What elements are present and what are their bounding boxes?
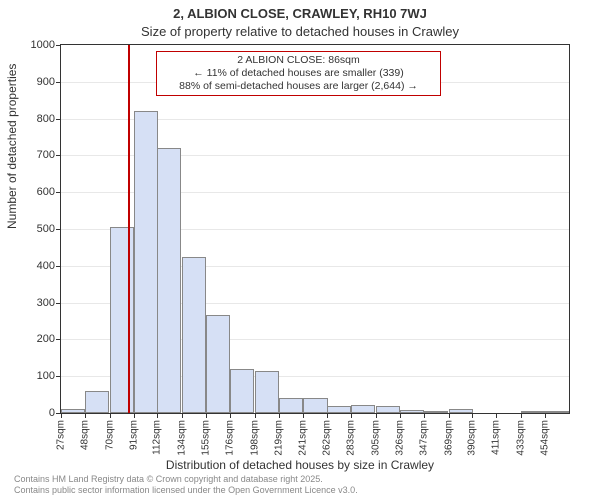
annotation-line2: ← 11% of detached houses are smaller (33… xyxy=(163,67,434,80)
histogram-bar xyxy=(327,406,351,413)
xtick-mark xyxy=(85,414,86,418)
xtick-mark xyxy=(61,414,62,418)
histogram-bar xyxy=(351,405,375,413)
chart-container: 2, ALBION CLOSE, CRAWLEY, RH10 7WJ Size … xyxy=(0,0,600,500)
annotation-line3: 88% of semi-detached houses are larger (… xyxy=(163,80,434,93)
ytick-label: 300 xyxy=(15,297,55,309)
xtick-label: 91sqm xyxy=(128,420,139,450)
xtick-label: 305sqm xyxy=(370,420,381,456)
xtick-mark xyxy=(545,414,546,418)
xtick-mark xyxy=(496,414,497,418)
plot-area: 2 ALBION CLOSE: 86sqm ← 11% of detached … xyxy=(60,44,570,414)
ytick-mark xyxy=(56,413,60,414)
histogram-bar xyxy=(134,111,158,413)
ytick-label: 700 xyxy=(15,149,55,161)
xtick-label: 347sqm xyxy=(418,420,429,456)
xtick-mark xyxy=(230,414,231,418)
xtick-mark xyxy=(206,414,207,418)
ytick-label: 600 xyxy=(15,186,55,198)
xtick-mark xyxy=(182,414,183,418)
xtick-label: 433sqm xyxy=(516,420,527,456)
ytick-mark xyxy=(56,45,60,46)
xtick-mark xyxy=(400,414,401,418)
xtick-label: 70sqm xyxy=(104,420,115,450)
ytick-mark xyxy=(56,192,60,193)
xtick-label: 241sqm xyxy=(298,420,309,456)
xtick-label: 198sqm xyxy=(249,420,260,456)
xtick-mark xyxy=(424,414,425,418)
xtick-mark xyxy=(472,414,473,418)
ytick-mark xyxy=(56,229,60,230)
xtick-label: 411sqm xyxy=(491,420,502,455)
footer-attribution: Contains HM Land Registry data © Crown c… xyxy=(14,474,358,496)
xtick-label: 369sqm xyxy=(443,420,454,456)
histogram-bar xyxy=(279,398,303,413)
xtick-label: 283sqm xyxy=(346,420,357,456)
histogram-bar xyxy=(255,371,279,413)
histogram-bar xyxy=(400,410,424,413)
xtick-label: 219sqm xyxy=(273,420,284,456)
ytick-label: 500 xyxy=(15,223,55,235)
annotation-line1: 2 ALBION CLOSE: 86sqm xyxy=(163,54,434,67)
footer-line2: Contains public sector information licen… xyxy=(14,485,358,496)
xtick-label: 262sqm xyxy=(322,420,333,456)
histogram-bar xyxy=(157,148,181,413)
ytick-mark xyxy=(56,155,60,156)
property-marker-line xyxy=(128,45,130,413)
xtick-mark xyxy=(134,414,135,418)
xtick-mark xyxy=(449,414,450,418)
xtick-mark xyxy=(279,414,280,418)
xtick-label: 112sqm xyxy=(152,420,163,455)
histogram-bar xyxy=(206,315,230,413)
ytick-label: 1000 xyxy=(15,39,55,51)
histogram-bar xyxy=(449,409,473,413)
ytick-label: 400 xyxy=(15,260,55,272)
ytick-label: 900 xyxy=(15,76,55,88)
xtick-mark xyxy=(255,414,256,418)
histogram-bar xyxy=(85,391,109,413)
chart-title-main: 2, ALBION CLOSE, CRAWLEY, RH10 7WJ xyxy=(0,6,600,21)
footer-line1: Contains HM Land Registry data © Crown c… xyxy=(14,474,358,485)
xtick-mark xyxy=(327,414,328,418)
xtick-label: 326sqm xyxy=(394,420,405,456)
histogram-bar xyxy=(424,411,448,413)
histogram-bars xyxy=(61,45,569,413)
ytick-mark xyxy=(56,376,60,377)
histogram-bar xyxy=(521,411,545,413)
histogram-bar xyxy=(303,398,327,413)
xtick-mark xyxy=(376,414,377,418)
xtick-label: 27sqm xyxy=(56,420,67,450)
xtick-label: 134sqm xyxy=(177,420,188,456)
xtick-label: 176sqm xyxy=(224,420,235,456)
ytick-label: 800 xyxy=(15,113,55,125)
histogram-bar xyxy=(61,409,85,413)
xtick-mark xyxy=(157,414,158,418)
xtick-mark xyxy=(110,414,111,418)
ytick-mark xyxy=(56,266,60,267)
x-axis-label: Distribution of detached houses by size … xyxy=(0,458,600,472)
xtick-mark xyxy=(521,414,522,418)
histogram-bar xyxy=(110,227,134,413)
xtick-label: 454sqm xyxy=(539,420,550,456)
xtick-label: 390sqm xyxy=(467,420,478,456)
ytick-mark xyxy=(56,119,60,120)
histogram-bar xyxy=(182,257,206,413)
chart-title-sub: Size of property relative to detached ho… xyxy=(0,24,600,39)
ytick-mark xyxy=(56,303,60,304)
y-axis-label: Number of detached properties xyxy=(5,64,19,229)
histogram-bar xyxy=(230,369,254,413)
ytick-mark xyxy=(56,82,60,83)
histogram-bar xyxy=(376,406,400,413)
annotation-box: 2 ALBION CLOSE: 86sqm ← 11% of detached … xyxy=(156,51,441,96)
xtick-mark xyxy=(351,414,352,418)
ytick-label: 200 xyxy=(15,333,55,345)
ytick-label: 0 xyxy=(15,407,55,419)
histogram-bar xyxy=(545,411,569,413)
ytick-label: 100 xyxy=(15,370,55,382)
xtick-mark xyxy=(303,414,304,418)
xtick-label: 48sqm xyxy=(79,420,90,450)
xtick-label: 155sqm xyxy=(201,420,212,456)
ytick-mark xyxy=(56,339,60,340)
